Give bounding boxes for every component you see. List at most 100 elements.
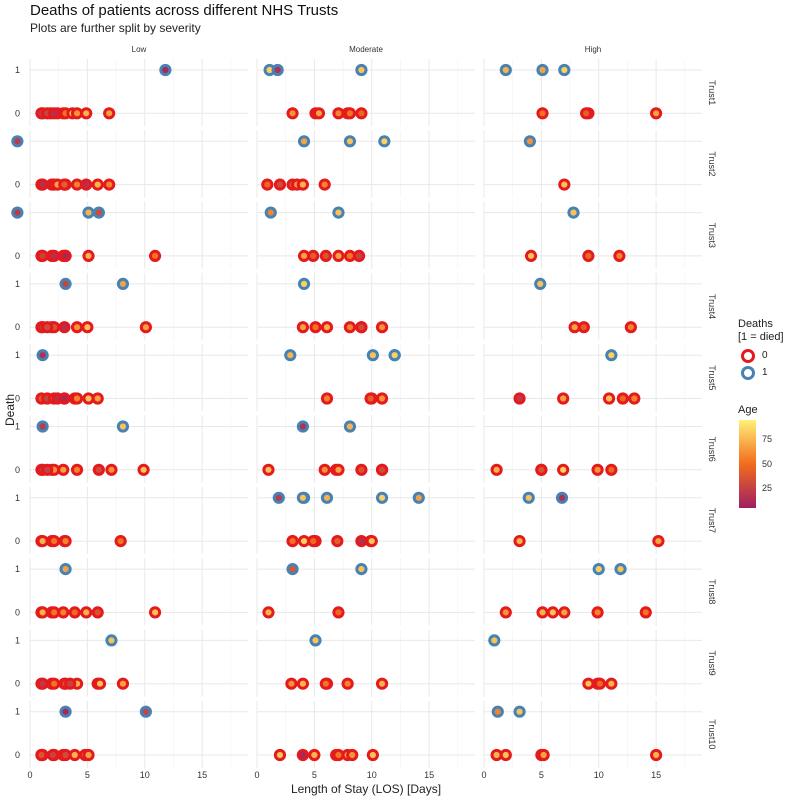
point-survived: [91, 606, 104, 619]
point-survived: [80, 107, 93, 120]
facet-label-trust7: Trust7: [707, 508, 717, 533]
point-died: [139, 705, 152, 718]
point-died: [522, 491, 535, 504]
x-tick-label: 15: [197, 770, 207, 780]
y-tick-label: 0: [15, 322, 20, 332]
x-tick-label: 10: [140, 770, 150, 780]
point-survived: [591, 606, 604, 619]
point-survived: [41, 321, 54, 334]
x-tick-label: 5: [539, 770, 544, 780]
y-tick-label: 0: [15, 108, 20, 118]
point-survived: [320, 321, 334, 334]
legend-label-died: 1: [762, 367, 768, 378]
point-survived: [499, 748, 512, 762]
x-tick-label: 5: [85, 770, 90, 780]
point-survived: [312, 107, 326, 120]
facet-label-trust1: Trust1: [707, 80, 717, 105]
point-survived: [343, 107, 357, 120]
x-tick-label: 5: [312, 770, 317, 780]
point-died: [116, 277, 130, 290]
age-tick-75: 75: [762, 434, 773, 444]
point-survived: [365, 535, 378, 548]
point-died: [499, 63, 512, 77]
chart-title: Deaths of patients across different NHS …: [30, 2, 339, 19]
point-died: [605, 349, 618, 362]
point-died: [116, 420, 130, 433]
legend-age-title: Age: [738, 404, 758, 416]
point-survived: [35, 748, 48, 762]
point-died: [11, 206, 24, 219]
facet-label-trust8: Trust8: [707, 579, 717, 604]
point-survived: [262, 463, 275, 476]
point-survived: [68, 748, 81, 762]
x-tick-label: 15: [424, 770, 434, 780]
point-survived: [652, 535, 665, 548]
point-survived: [262, 606, 275, 619]
point-survived: [273, 178, 287, 191]
point-survived: [296, 178, 309, 191]
point-survived: [59, 535, 72, 548]
point-died: [536, 63, 549, 77]
point-survived: [103, 178, 116, 191]
point-survived: [114, 535, 127, 548]
facet-label-moderate: Moderate: [349, 45, 383, 54]
point-survived: [616, 392, 629, 405]
y-tick-label: 1: [15, 65, 20, 75]
point-survived: [59, 249, 72, 262]
facet-label-trust6: Trust6: [707, 437, 717, 462]
facet-label-high: High: [585, 45, 601, 54]
point-survived: [58, 392, 71, 405]
point-survived: [80, 606, 93, 619]
point-survived: [82, 748, 95, 762]
point-survived: [355, 321, 368, 334]
point-survived: [103, 107, 116, 120]
point-survived: [80, 178, 93, 191]
point-survived: [64, 677, 77, 690]
point-survived: [57, 463, 70, 476]
point-died: [614, 563, 627, 576]
point-survived: [47, 535, 61, 548]
point-survived: [375, 321, 389, 334]
point-died: [534, 277, 547, 290]
point-survived: [343, 321, 357, 334]
age-tick-50: 50: [762, 459, 773, 469]
point-survived: [341, 677, 354, 690]
point-died: [284, 349, 297, 362]
point-died: [332, 206, 345, 219]
y-tick-label: 0: [15, 607, 20, 617]
point-died: [105, 634, 118, 647]
x-tick-label: 10: [594, 770, 604, 780]
point-survived: [602, 392, 616, 405]
point-survived: [82, 249, 95, 262]
point-survived: [582, 249, 595, 262]
y-tick-label: 0: [15, 251, 20, 261]
point-survived: [513, 535, 526, 548]
point-died: [59, 563, 72, 576]
point-survived: [628, 392, 641, 405]
point-survived: [286, 107, 299, 120]
point-died: [59, 277, 72, 290]
legend-key-survived-icon: [741, 349, 755, 363]
facet-label-low: Low: [132, 45, 147, 54]
y-tick-label: 0: [15, 465, 20, 475]
point-died: [297, 135, 311, 148]
point-died: [286, 563, 299, 576]
point-survived: [57, 606, 70, 619]
point-survived: [490, 463, 503, 476]
x-tick-label: 0: [27, 770, 32, 780]
point-survived: [650, 107, 663, 120]
point-survived: [261, 178, 274, 191]
point-died: [271, 63, 284, 77]
point-died: [59, 705, 72, 718]
point-died: [92, 206, 105, 219]
point-died: [320, 491, 334, 504]
point-died: [491, 705, 504, 718]
point-survived: [58, 321, 71, 334]
point-survived: [91, 178, 104, 191]
point-survived: [355, 107, 368, 120]
y-tick-label: 0: [15, 394, 20, 404]
point-survived: [296, 677, 309, 690]
point-died: [375, 491, 389, 504]
point-survived: [70, 321, 84, 334]
point-died: [355, 63, 368, 77]
